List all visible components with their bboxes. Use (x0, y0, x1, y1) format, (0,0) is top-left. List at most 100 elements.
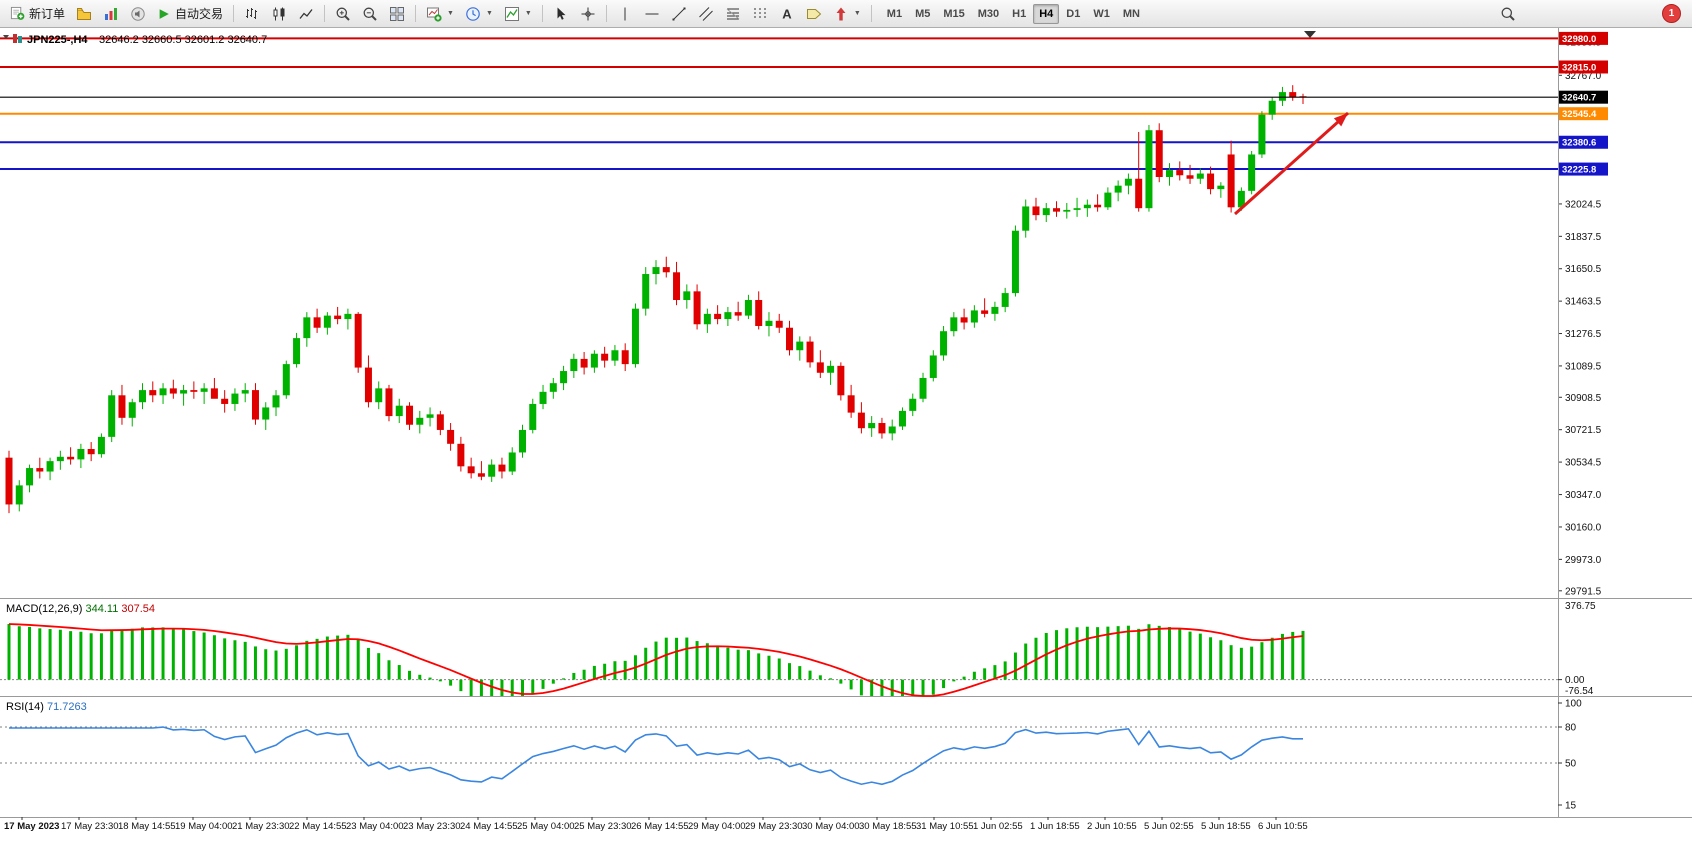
bar-chart-button[interactable] (239, 3, 265, 25)
market-watch-button[interactable] (98, 3, 124, 25)
timeframe-w1[interactable]: W1 (1087, 4, 1116, 24)
svg-text:32545.4: 32545.4 (1562, 109, 1597, 120)
candle (385, 388, 393, 417)
timeframe-m30[interactable]: M30 (972, 4, 1005, 24)
candle (1155, 130, 1163, 177)
candle (1227, 154, 1235, 208)
cycle-lines-button[interactable] (747, 3, 773, 25)
macd-label: MACD(12,26,9) 344.11 307.54 (6, 603, 155, 615)
timeframe-m15[interactable]: M15 (937, 4, 970, 24)
price-tick-label: 32767.0 (1565, 71, 1602, 82)
svg-text:A: A (782, 6, 792, 21)
time-label: 6 Jun 10:55 (1258, 821, 1308, 832)
time-label: 17 May 23:30 (61, 821, 119, 832)
timeframe-m1[interactable]: M1 (881, 4, 908, 24)
crosshair-button[interactable] (575, 3, 601, 25)
time-label: 26 May 14:55 (631, 821, 689, 832)
candle (642, 274, 650, 309)
candle (827, 365, 835, 373)
candle (406, 405, 414, 425)
candle (991, 306, 999, 314)
candle (1186, 175, 1194, 179)
time-label: 1 Jun 02:55 (973, 821, 1023, 832)
time-label: 21 May 23:30 (232, 821, 290, 832)
notification-badge[interactable]: 1 (1662, 4, 1681, 23)
candle (755, 300, 763, 326)
new-order-label: 新订单 (29, 7, 66, 21)
channel-button[interactable] (693, 3, 719, 25)
line-chart-button[interactable] (293, 3, 319, 25)
fibonacci-button[interactable] (720, 3, 746, 25)
candle (87, 449, 95, 455)
timeframe-h4[interactable]: H4 (1033, 3, 1060, 24)
tile-windows-button[interactable] (384, 3, 410, 25)
rsi-tick-label: 100 (1565, 699, 1582, 710)
candle (1124, 178, 1132, 186)
chart-canvas[interactable]: 32959.532767.032024.531837.531650.531463… (0, 28, 1692, 843)
time-label: 31 May 10:55 (916, 821, 974, 832)
text-tool-button[interactable]: A (774, 3, 800, 25)
candle (1042, 208, 1050, 216)
candle (703, 313, 711, 325)
zoom-in-button[interactable] (330, 3, 356, 25)
trendline-button[interactable] (666, 3, 692, 25)
timeframe-m5[interactable]: M5 (909, 4, 936, 24)
candle (1011, 230, 1019, 294)
candle (262, 407, 270, 420)
price-tick-label: 31089.5 (1565, 361, 1602, 372)
candle (601, 353, 609, 361)
sounds-button[interactable] (125, 3, 151, 25)
zoom-in-icon (335, 6, 351, 22)
search-icon (1500, 6, 1516, 22)
candle (488, 464, 496, 477)
candle (180, 390, 188, 394)
arrows-dropdown-button[interactable]: ▼ (828, 3, 866, 25)
timeframe-mn[interactable]: MN (1117, 4, 1146, 24)
time-label: 23 May 23:30 (403, 821, 461, 832)
candle (590, 353, 598, 368)
time-label: 25 May 23:30 (574, 821, 632, 832)
candlestick-chart-button[interactable] (266, 3, 292, 25)
auto-trading-button[interactable]: 自动交易 (152, 3, 228, 25)
candle (334, 315, 342, 320)
period-dropdown-button[interactable]: ▼ (460, 3, 498, 25)
time-label: 22 May 14:55 (289, 821, 347, 832)
zoom-out-button[interactable] (357, 3, 383, 25)
toolbar-separator (324, 5, 326, 22)
price-tick-label: 31276.5 (1565, 329, 1602, 340)
indicators-dropdown-button[interactable]: ▼ (499, 3, 537, 25)
candle (303, 317, 311, 339)
chart-window: 32959.532767.032024.531837.531650.531463… (0, 28, 1692, 843)
symbol-icon (13, 34, 17, 43)
tag-icon (806, 6, 822, 22)
candle (1217, 185, 1225, 190)
price-tick-label: 29791.5 (1565, 586, 1602, 597)
price-tick-label: 31463.5 (1565, 297, 1602, 308)
cursor-button[interactable] (548, 3, 574, 25)
chevron-down-icon: ▼ (853, 10, 861, 17)
time-label: 29 May 04:00 (688, 821, 746, 832)
toolbar: 新订单 自动交易 ▼ ▼ ▼ A ▼ M1 M5 M15 M30 H1 H4 D1 W1 MN … (0, 0, 1692, 28)
channel-icon (698, 6, 714, 22)
search-button[interactable] (1495, 3, 1521, 25)
candle (231, 393, 239, 404)
profiles-button[interactable] (71, 3, 97, 25)
new-chart-button[interactable]: ▼ (421, 3, 459, 25)
price-badge: 32545.4 (1558, 107, 1608, 121)
vertical-line-button[interactable] (612, 3, 638, 25)
timeframe-d1[interactable]: D1 (1060, 4, 1086, 24)
chart-shift-marker[interactable] (1304, 31, 1316, 38)
horizontal-line-button[interactable] (639, 3, 665, 25)
candle (272, 395, 280, 408)
new-order-button[interactable]: 新订单 (5, 3, 70, 25)
price-tick-label: 30908.5 (1565, 393, 1602, 404)
timeframe-h1[interactable]: H1 (1006, 4, 1032, 24)
candle (1278, 92, 1286, 101)
candle (919, 377, 927, 399)
trend-arrow[interactable] (1234, 111, 1349, 216)
text-label-button[interactable] (801, 3, 827, 25)
candle (1104, 192, 1112, 208)
candle (950, 317, 958, 332)
candle (898, 410, 906, 427)
ohlc-bars-icon (244, 6, 260, 22)
